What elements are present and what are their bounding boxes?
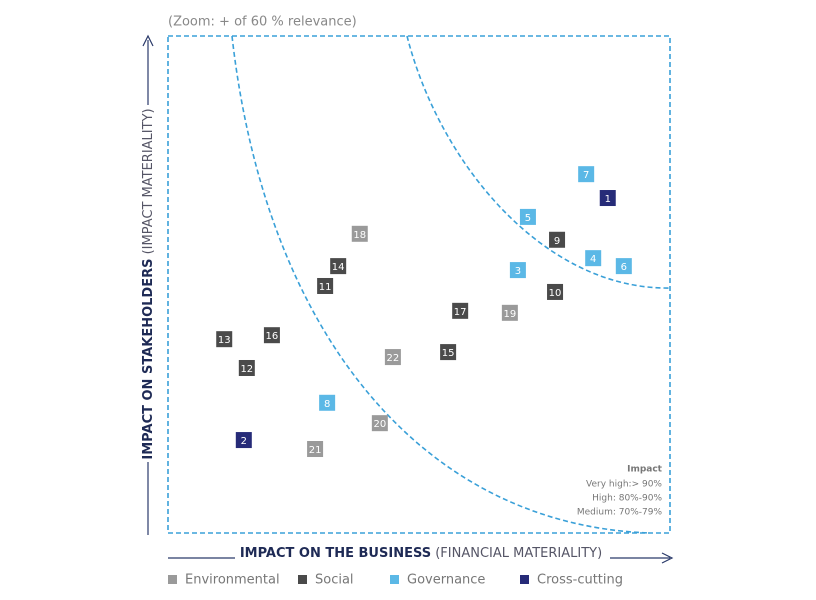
point-label: 22 <box>387 353 400 364</box>
point-label: 14 <box>332 262 345 273</box>
point <box>452 302 469 319</box>
point <box>330 258 347 275</box>
point <box>519 208 536 225</box>
x-label-note: (FINANCIAL MATERIALITY) <box>435 546 602 561</box>
point <box>585 250 602 267</box>
point-label: 20 <box>373 419 386 430</box>
point-label: 15 <box>442 348 455 359</box>
impact-legend-item: Very high:> 90% <box>586 480 662 490</box>
point-label: 5 <box>525 213 531 224</box>
point-label: 2 <box>241 436 247 447</box>
point <box>578 166 595 183</box>
point <box>547 283 564 300</box>
point-label: 11 <box>319 282 332 293</box>
point-label: 19 <box>503 309 516 320</box>
legend-swatch <box>520 575 529 584</box>
threshold-curve <box>406 35 671 289</box>
point <box>371 415 388 432</box>
point-label: 4 <box>590 254 596 265</box>
impact-legend-item: High: 80%-90% <box>592 494 662 504</box>
legend-label: Cross-cutting <box>537 573 623 588</box>
point-label: 1 <box>605 194 611 205</box>
point <box>599 190 616 207</box>
point-label: 18 <box>353 230 366 241</box>
legend-label: Social <box>315 573 354 588</box>
point <box>509 262 526 279</box>
y-axis-label: IMPACT ON STAKEHOLDERS (IMPACT MATERIALI… <box>141 108 156 459</box>
impact-legend: Impact Very high:> 90% High: 80%-90% Med… <box>577 465 663 518</box>
point <box>235 432 252 449</box>
point-label: 16 <box>266 331 279 342</box>
point <box>501 304 518 321</box>
point <box>263 327 280 344</box>
point-label: 12 <box>240 364 253 375</box>
point <box>615 258 632 275</box>
point <box>307 441 324 458</box>
legend-label: Governance <box>407 573 485 588</box>
threshold-curve <box>231 35 651 534</box>
point-label: 3 <box>515 266 521 277</box>
point <box>317 277 334 294</box>
legend-label: Environmental <box>185 573 280 588</box>
point-label: 13 <box>218 335 231 346</box>
legend-swatch <box>168 575 177 584</box>
zoom-note: (Zoom: + of 60 % relevance) <box>168 15 357 30</box>
legend-swatch <box>390 575 399 584</box>
impact-legend-title: Impact <box>627 465 663 475</box>
legend-swatch <box>298 575 307 584</box>
point-label: 10 <box>549 288 562 299</box>
point <box>440 344 457 361</box>
plot-frame <box>167 35 671 534</box>
point <box>216 331 233 348</box>
point-label: 7 <box>583 170 589 181</box>
y-label-main: IMPACT ON STAKEHOLDERS <box>141 259 156 460</box>
point-label: 17 <box>454 307 467 318</box>
point-label: 6 <box>621 262 627 273</box>
x-label-main: IMPACT ON THE BUSINESS <box>240 546 431 561</box>
point-label: 8 <box>324 399 330 410</box>
point <box>238 359 255 376</box>
y-label-note: (IMPACT MATERIALITY) <box>141 108 156 254</box>
point-label: 21 <box>309 445 322 456</box>
axis-arrow-head <box>661 552 674 564</box>
impact-legend-item: Medium: 70%-79% <box>577 508 663 518</box>
point <box>384 349 401 366</box>
point <box>319 394 336 411</box>
point <box>351 225 368 242</box>
point-label: 9 <box>554 236 560 247</box>
x-axis-label: IMPACT ON THE BUSINESS (FINANCIAL MATERI… <box>240 546 602 561</box>
point <box>549 231 566 248</box>
axis-arrow-head <box>142 34 154 47</box>
